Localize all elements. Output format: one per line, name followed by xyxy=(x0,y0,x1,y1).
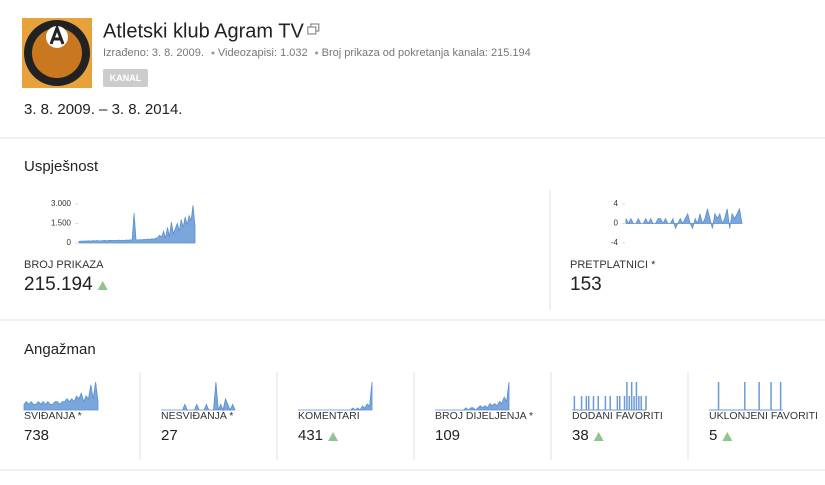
metric-label: BROJ PRIKAZA xyxy=(24,259,104,271)
sparkline-area xyxy=(78,205,196,244)
sparkline-area xyxy=(625,207,743,230)
trend-up-icon xyxy=(722,432,733,441)
meta-dot xyxy=(315,51,319,55)
metric-label: UKLONJENI FAVORITI xyxy=(709,410,818,422)
metric-label: BROJ DIJELJENJA * xyxy=(435,410,533,422)
y-tick-label: 1.500 xyxy=(51,219,72,228)
y-tick-label: 3.000 xyxy=(51,199,72,208)
sparkline-area xyxy=(161,381,236,412)
section-title: Angažman xyxy=(24,341,96,358)
sparkline-area xyxy=(435,381,510,411)
trend-up-icon xyxy=(97,281,108,290)
external-link-icon xyxy=(307,26,317,35)
metric-value: 5 xyxy=(709,427,717,444)
sparkline-area xyxy=(23,381,99,411)
metric-value: 738 xyxy=(24,427,49,444)
metric-value: 215.194 xyxy=(24,274,93,295)
y-tick-label: 0 xyxy=(614,219,619,228)
trend-up-icon xyxy=(328,432,339,441)
date-range: 3. 8. 2009. – 3. 8. 2014. xyxy=(24,101,182,118)
y-tick-label: 0 xyxy=(67,238,72,247)
metric-label: NESVIĐANJA * xyxy=(161,410,233,422)
channel-meta: Broj prikaza od pokretanja kanala: 215.1… xyxy=(322,47,531,59)
metric-label: DODANI FAVORITI xyxy=(572,410,663,422)
metric-value: 431 xyxy=(298,427,323,444)
y-tick-label: 4 xyxy=(614,199,619,208)
channel-meta: Izrađeno: 3. 8. 2009. xyxy=(103,47,204,59)
channel-badge xyxy=(103,69,148,87)
metric-value: 109 xyxy=(435,427,460,444)
channel-meta: Videozapisi: 1.032 xyxy=(218,47,308,59)
sparkline-area xyxy=(298,381,373,411)
trend-up-icon xyxy=(593,432,604,441)
channel-logo xyxy=(22,18,92,88)
metric-label: KOMENTARI xyxy=(298,410,360,422)
channel-title[interactable]: Atletski klub Agram TV xyxy=(103,20,304,42)
channel-badge-label: KANAL xyxy=(110,73,142,83)
metric-value: 38 xyxy=(572,427,589,444)
y-tick-label: -4 xyxy=(611,238,619,247)
metric-value: 27 xyxy=(161,427,178,444)
metric-value: 153 xyxy=(570,274,602,295)
section-title: Uspješnost xyxy=(24,158,99,175)
meta-dot xyxy=(211,51,215,55)
metric-label: PRETPLATNICI * xyxy=(570,259,656,271)
metric-label: SVIĐANJA * xyxy=(24,410,82,422)
